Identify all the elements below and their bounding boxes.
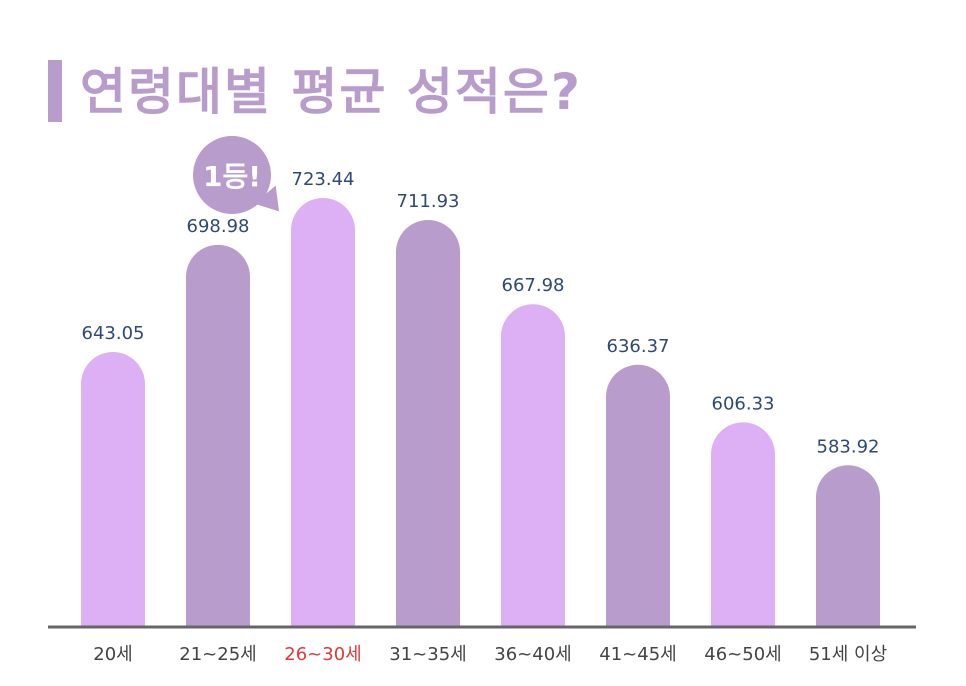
bar-3 [396, 220, 460, 626]
bar-1 [186, 244, 250, 626]
bar-0 [81, 352, 145, 626]
bar-2 [291, 198, 355, 626]
bar-4 [501, 304, 565, 626]
value-label-5: 636.37 [607, 336, 670, 357]
chart-title: 연령대별 평균 성적은? [80, 63, 582, 121]
value-label-6: 606.33 [712, 393, 775, 414]
title-accent-bar [48, 60, 62, 122]
category-label-6: 46~50세 [704, 644, 781, 665]
category-label-5: 41~45세 [599, 644, 676, 665]
category-label-7: 51세 이상 [809, 644, 887, 665]
category-label-4: 36~40세 [494, 644, 571, 665]
bar-7 [816, 465, 880, 626]
bar-6 [711, 422, 775, 626]
value-label-2: 723.44 [292, 169, 355, 190]
value-label-1: 698.98 [187, 216, 250, 237]
value-label-4: 667.98 [502, 275, 565, 296]
bar-5 [606, 364, 670, 626]
first-place-badge: 1등! [193, 136, 271, 214]
value-label-0: 643.05 [82, 323, 145, 344]
category-label-2: 26~30세 [284, 644, 361, 665]
category-label-1: 21~25세 [179, 644, 256, 665]
category-label-3: 31~35세 [389, 644, 466, 665]
value-label-3: 711.93 [397, 191, 460, 212]
value-label-7: 583.92 [817, 436, 880, 457]
category-label-0: 20세 [93, 644, 132, 665]
